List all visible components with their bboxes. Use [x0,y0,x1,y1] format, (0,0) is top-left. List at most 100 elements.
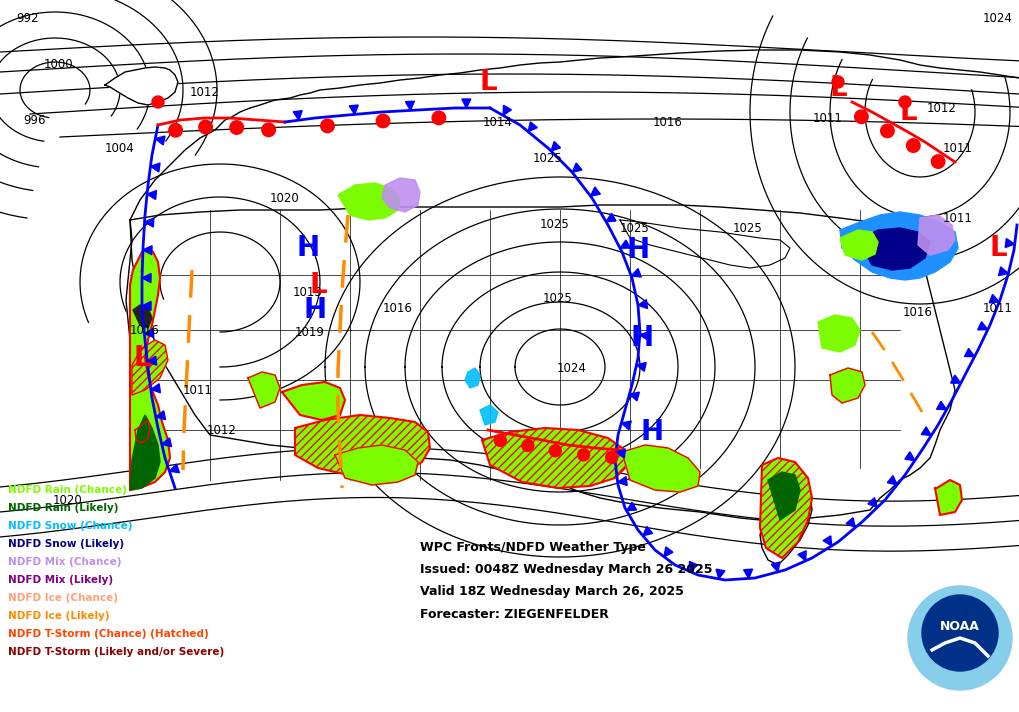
Polygon shape [999,267,1009,276]
Polygon shape [868,498,877,507]
Polygon shape [840,230,878,260]
Circle shape [880,124,894,137]
Polygon shape [482,428,628,488]
Polygon shape [744,569,753,578]
Text: Issued: 0048Z Wednesday March 26 2025: Issued: 0048Z Wednesday March 26 2025 [420,563,712,577]
Polygon shape [293,110,303,120]
Polygon shape [818,315,860,352]
Polygon shape [294,415,430,478]
Polygon shape [145,218,154,227]
Polygon shape [148,356,157,365]
Polygon shape [503,105,512,115]
Polygon shape [406,101,415,110]
Polygon shape [840,212,958,280]
Text: 996: 996 [23,113,46,127]
Text: 1024: 1024 [557,362,587,375]
Circle shape [605,451,618,464]
Text: 1025: 1025 [533,152,562,164]
Circle shape [376,114,390,127]
Text: L: L [309,271,327,299]
Polygon shape [248,372,280,408]
Polygon shape [142,301,151,310]
Text: H: H [627,236,649,264]
Polygon shape [918,215,955,255]
Polygon shape [643,526,652,535]
Polygon shape [480,405,498,425]
Circle shape [169,123,182,137]
Polygon shape [282,382,345,420]
Polygon shape [151,384,160,393]
Text: NDFD Snow (Likely): NDFD Snow (Likely) [8,539,124,549]
Polygon shape [338,183,400,220]
Circle shape [549,445,561,456]
Polygon shape [637,362,646,371]
Polygon shape [169,464,179,473]
Circle shape [855,110,868,123]
Polygon shape [132,340,168,395]
Text: 1020: 1020 [53,493,83,506]
Text: 1012: 1012 [191,85,220,98]
Polygon shape [630,392,639,401]
Circle shape [152,96,164,108]
Text: L: L [899,98,917,126]
Polygon shape [145,328,154,337]
Text: 1011: 1011 [983,301,1013,315]
Polygon shape [716,569,725,579]
Polygon shape [771,562,780,572]
Text: 1025: 1025 [733,221,763,234]
Text: 992: 992 [16,11,40,24]
Text: 1019: 1019 [296,325,325,338]
Polygon shape [156,411,165,419]
Text: 1014: 1014 [483,115,513,128]
Circle shape [922,595,998,671]
Text: NDFD T-Storm (Chance) (Hatched): NDFD T-Storm (Chance) (Hatched) [8,629,209,639]
Polygon shape [350,105,359,115]
Polygon shape [690,562,698,572]
Text: H: H [640,418,663,446]
Text: H: H [631,324,653,352]
Polygon shape [465,368,480,388]
Polygon shape [936,402,947,409]
Polygon shape [573,163,582,172]
Polygon shape [951,375,961,383]
Polygon shape [760,458,812,558]
Circle shape [321,119,334,132]
Text: H: H [304,296,326,324]
Text: H: H [297,234,320,262]
Text: Valid 18Z Wednesday March 26, 2025: Valid 18Z Wednesday March 26, 2025 [420,585,684,599]
Polygon shape [823,536,832,546]
Polygon shape [905,452,915,461]
Polygon shape [640,331,649,340]
Polygon shape [618,476,627,486]
Text: NDFD Ice (Likely): NDFD Ice (Likely) [8,611,110,621]
Polygon shape [627,502,637,511]
Text: WPC Fronts/NDFD Weather Type: WPC Fronts/NDFD Weather Type [420,542,646,555]
Polygon shape [798,551,806,561]
Polygon shape [664,547,673,557]
Text: 1013: 1013 [293,286,323,298]
Polygon shape [142,273,151,283]
Polygon shape [147,191,157,199]
Text: 1016: 1016 [383,301,413,315]
Circle shape [578,449,590,461]
Polygon shape [135,420,150,443]
Circle shape [199,120,212,134]
Polygon shape [921,426,931,436]
Polygon shape [965,348,974,357]
Polygon shape [105,67,178,105]
Text: NDFD Mix (Likely): NDFD Mix (Likely) [8,575,113,585]
Polygon shape [615,449,626,458]
Polygon shape [1005,239,1015,248]
Polygon shape [130,415,160,490]
Circle shape [832,76,844,88]
Polygon shape [888,476,897,485]
Text: 1011: 1011 [183,384,213,397]
Text: NDFD Mix (Chance): NDFD Mix (Chance) [8,557,121,567]
Polygon shape [858,228,930,270]
Polygon shape [528,122,537,132]
Text: L: L [989,234,1007,262]
Circle shape [931,155,945,168]
Circle shape [230,121,244,135]
Circle shape [432,111,445,125]
Polygon shape [606,213,616,221]
